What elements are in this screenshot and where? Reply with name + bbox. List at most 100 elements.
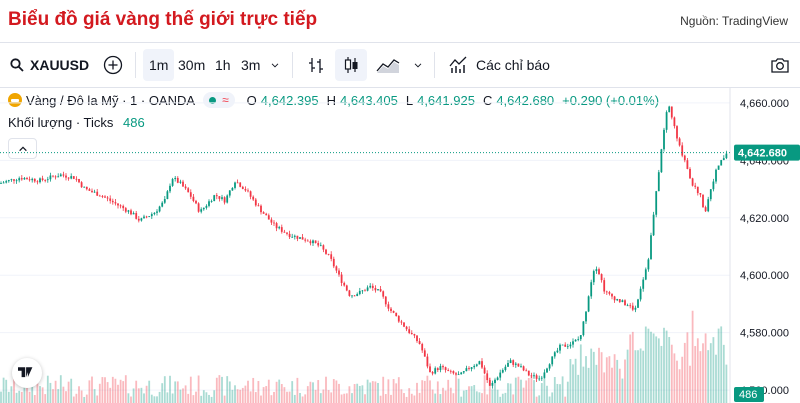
- bars-style-button[interactable]: [306, 43, 326, 87]
- candle-body: [592, 271, 595, 283]
- candle-body: [616, 299, 619, 301]
- volume-bar: [384, 394, 387, 403]
- volume-bar: [353, 384, 356, 403]
- volume-bar: [410, 393, 413, 403]
- candle-body: [689, 168, 691, 179]
- candle-body: [210, 201, 213, 202]
- volume-bar: [156, 396, 158, 403]
- volume-bar: [104, 377, 106, 403]
- volume-bar: [540, 383, 543, 403]
- candle-body: [18, 178, 21, 181]
- candle-body: [494, 379, 496, 383]
- volume-bar: [452, 393, 455, 403]
- candle-body: [265, 213, 268, 216]
- interval-1m[interactable]: 1m: [143, 49, 175, 81]
- candle-body: [78, 179, 80, 183]
- volume-bar: [520, 379, 522, 403]
- volume-bar: [405, 396, 408, 403]
- chevron-down-icon: [414, 63, 422, 68]
- volume-bar: [556, 383, 559, 403]
- volume-bar: [98, 383, 101, 403]
- volume-bar: [504, 392, 507, 403]
- volume-bar: [254, 392, 257, 403]
- instrument-title[interactable]: Vàng / Đô la Mỹ · 1 · OANDA: [26, 92, 196, 108]
- candle-body: [67, 177, 70, 179]
- candle-body: [93, 191, 96, 193]
- volume-bar: [213, 390, 216, 403]
- candle-body: [317, 243, 320, 246]
- interval-1h[interactable]: 1h: [215, 57, 231, 73]
- volume-bar: [189, 376, 192, 403]
- screenshot-button[interactable]: [770, 43, 790, 87]
- candle-body: [330, 254, 333, 259]
- chart-type-dropdown[interactable]: [412, 43, 424, 87]
- interval-30m[interactable]: 30m: [178, 57, 206, 73]
- volume-bar: [478, 392, 481, 403]
- candle-body: [72, 176, 75, 179]
- tradingview-logo[interactable]: [12, 358, 42, 388]
- volume-bar: [392, 379, 395, 403]
- candle-body: [712, 181, 715, 190]
- volume-bar: [145, 385, 148, 403]
- candle-body: [301, 237, 304, 240]
- volume-bar: [530, 376, 533, 403]
- candle-body: [275, 223, 278, 229]
- volume-bar: [696, 338, 699, 403]
- candle-body: [556, 350, 559, 353]
- candle-body: [166, 191, 169, 200]
- candle-body: [439, 366, 442, 371]
- indicators-label: Các chỉ báo: [476, 57, 550, 73]
- candle-body: [369, 285, 372, 288]
- volume-legend: Khối lượng · Ticks 486: [8, 115, 145, 130]
- volume-bar: [85, 394, 88, 403]
- volume-bar: [231, 389, 234, 403]
- candle-body: [322, 245, 325, 250]
- volume-bar: [148, 380, 151, 403]
- volume-bar: [660, 345, 663, 403]
- candle-body: [660, 149, 663, 173]
- symbol-search[interactable]: XAUUSD: [10, 43, 89, 87]
- volume-bar: [608, 356, 611, 403]
- candle-body: [299, 237, 301, 239]
- volume-bar: [228, 381, 231, 403]
- candle-body: [169, 185, 171, 192]
- compare-button[interactable]: [103, 43, 123, 87]
- candle-body: [124, 208, 127, 212]
- interval-3m[interactable]: 3m: [241, 57, 261, 73]
- volume-bar: [327, 390, 330, 403]
- volume-bar: [522, 387, 525, 403]
- candle-body: [293, 235, 296, 237]
- collapse-legend-button[interactable]: [8, 138, 37, 159]
- price-chart[interactable]: 4,660.0004,640.0004,620.0004,600.0004,58…: [0, 88, 800, 403]
- candle-body: [582, 321, 585, 336]
- area-style-button[interactable]: [375, 43, 401, 87]
- candle-body: [111, 200, 114, 203]
- interval-dropdown[interactable]: [269, 43, 281, 87]
- market-status-badge[interactable]: ≈: [203, 92, 235, 108]
- candle-body: [278, 227, 281, 229]
- indicators-button[interactable]: Các chỉ báo: [448, 43, 550, 87]
- candle-body: [496, 377, 499, 380]
- volume-bar: [361, 385, 364, 403]
- volume-bar: [322, 389, 325, 403]
- volume-bar: [119, 379, 122, 403]
- volume-bar: [600, 352, 603, 403]
- candles-style-button[interactable]: [335, 49, 367, 81]
- volume-bar: [273, 391, 275, 403]
- volume-bar: [663, 327, 665, 403]
- candle-body: [15, 180, 18, 182]
- candle-body: [590, 282, 593, 297]
- candle-body: [200, 209, 203, 212]
- open-value: 4,642.395: [260, 92, 319, 108]
- candle-body: [618, 299, 621, 302]
- volume-bar: [72, 396, 75, 403]
- candle-body: [553, 352, 556, 357]
- candle-body: [475, 364, 478, 366]
- volume-bar: [247, 380, 249, 403]
- volume-bar: [267, 379, 270, 403]
- volume-bar: [80, 390, 83, 403]
- camera-icon: [771, 58, 789, 73]
- candle-body: [223, 197, 226, 203]
- volume-bar: [143, 393, 145, 403]
- volume-bar: [208, 394, 210, 403]
